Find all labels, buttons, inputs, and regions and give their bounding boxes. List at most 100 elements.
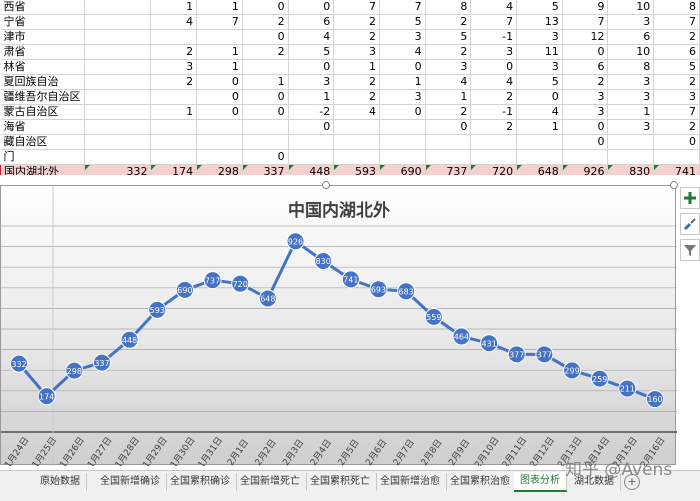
table-cell[interactable] <box>470 134 518 150</box>
table-row[interactable]: 国内湖北外 332 174 298 337 448 593 690 737 720 648 926 83… <box>0 164 700 175</box>
table-cell[interactable]: 2 <box>562 74 609 90</box>
table-cell[interactable] <box>84 74 152 90</box>
table-cell[interactable]: 0 <box>653 134 700 150</box>
table-cell[interactable]: 5 <box>288 44 335 60</box>
row-label[interactable]: 海省 <box>0 119 85 135</box>
sheet-tab[interactable]: 原始数据 <box>34 473 87 491</box>
table-cell[interactable]: 4 <box>425 74 472 90</box>
table-cell[interactable] <box>84 104 152 120</box>
table-cell[interactable]: 3 <box>516 29 563 45</box>
table-row[interactable]: 宁省 4 7 2 6 2 5 2 7 13 7 3 7 <box>0 14 700 30</box>
table-cell[interactable]: 4 <box>379 44 426 60</box>
table-cell[interactable]: 1 <box>242 74 289 90</box>
table-cell[interactable] <box>150 89 198 105</box>
table-cell[interactable]: 7 <box>653 14 700 30</box>
table-cell[interactable]: 4 <box>333 104 380 120</box>
table-cell[interactable] <box>242 59 289 75</box>
table-cell[interactable] <box>84 59 152 75</box>
table-cell[interactable] <box>516 149 563 165</box>
table-cell[interactable]: 0 <box>242 29 289 45</box>
table-cell[interactable] <box>84 44 152 60</box>
row-label[interactable]: 门 <box>0 149 85 165</box>
table-cell[interactable]: 0 <box>562 134 609 150</box>
table-cell[interactable]: 4 <box>288 29 335 45</box>
row-label[interactable]: 林省 <box>0 59 85 75</box>
table-cell[interactable] <box>150 134 198 150</box>
add-sheet-button[interactable]: + <box>624 474 640 490</box>
table-cell[interactable] <box>84 14 152 30</box>
row-label[interactable]: 肃省 <box>0 44 85 60</box>
sheet-tab[interactable]: 全国累积治愈 <box>444 473 517 491</box>
sheet-tab[interactable]: 全国新增确诊 <box>94 473 167 491</box>
table-cell[interactable] <box>379 149 426 165</box>
table-cell[interactable]: 3 <box>562 104 609 120</box>
table-cell[interactable]: 10 <box>607 44 655 60</box>
table-cell[interactable]: 5 <box>653 59 700 75</box>
table-cell[interactable]: 8 <box>607 59 655 75</box>
table-cell[interactable]: 3 <box>607 119 655 135</box>
table-cell[interactable]: 2 <box>425 44 472 60</box>
table-cell[interactable]: 174 <box>150 164 198 175</box>
table-row[interactable]: 疆维吾尔自治区 0 0 1 2 3 1 2 0 3 3 3 <box>0 89 700 105</box>
table-cell[interactable]: 1 <box>333 59 380 75</box>
table-cell[interactable]: 0 <box>425 119 472 135</box>
table-cell[interactable]: 7 <box>196 14 243 30</box>
sheet-tab[interactable]: 全国新增治愈 <box>374 473 447 491</box>
table-row[interactable]: 西省 1 1 0 0 7 7 8 4 5 9 10 8 <box>0 0 700 15</box>
table-cell[interactable] <box>470 149 518 165</box>
table-cell[interactable]: 3 <box>425 59 472 75</box>
table-cell[interactable] <box>288 134 335 150</box>
table-cell[interactable]: -2 <box>288 104 335 120</box>
table-cell[interactable]: 5 <box>425 29 472 45</box>
row-label[interactable]: 津市 <box>0 29 85 45</box>
table-cell[interactable]: 2 <box>425 104 472 120</box>
table-cell[interactable] <box>333 119 380 135</box>
table-cell[interactable] <box>333 134 380 150</box>
table-cell[interactable]: 0 <box>288 119 335 135</box>
table-cell[interactable]: 0 <box>516 89 563 105</box>
table-cell[interactable]: 337 <box>242 164 289 175</box>
table-cell[interactable]: 0 <box>242 89 289 105</box>
table-cell[interactable]: 1 <box>150 104 198 120</box>
table-cell[interactable]: 7 <box>379 0 426 15</box>
table-cell[interactable]: 1 <box>516 119 563 135</box>
table-cell[interactable] <box>84 149 152 165</box>
table-cell[interactable] <box>84 119 152 135</box>
table-cell[interactable]: 0 <box>288 59 335 75</box>
table-cell[interactable]: 3 <box>607 14 655 30</box>
table-row[interactable]: 夏回族自治 2 0 1 3 2 1 4 4 5 2 3 2 <box>0 74 700 90</box>
row-label[interactable]: 夏回族自治 <box>0 74 85 90</box>
table-cell[interactable] <box>196 119 243 135</box>
table-cell[interactable]: 2 <box>242 44 289 60</box>
table-cell[interactable]: 2 <box>150 44 198 60</box>
sheet-tab[interactable]: 全国累积确诊 <box>164 473 237 491</box>
table-cell[interactable]: 3 <box>150 59 198 75</box>
row-label[interactable]: 疆维吾尔自治区 <box>0 89 85 105</box>
table-cell[interactable]: 3 <box>562 89 609 105</box>
table-cell[interactable]: 2 <box>470 119 518 135</box>
table-cell[interactable] <box>562 149 609 165</box>
table-cell[interactable]: 2 <box>425 14 472 30</box>
table-cell[interactable] <box>150 149 198 165</box>
table-cell[interactable]: 1 <box>196 59 243 75</box>
table-row[interactable]: 蒙古自治区 1 0 0 -2 4 0 2 -1 4 3 1 7 <box>0 104 700 120</box>
table-cell[interactable]: 593 <box>333 164 380 175</box>
sheet-tab[interactable]: 全国新增死亡 <box>234 473 307 491</box>
table-cell[interactable]: 1 <box>425 89 472 105</box>
table-cell[interactable]: 0 <box>470 59 518 75</box>
table-cell[interactable]: 3 <box>470 44 518 60</box>
line-chart[interactable]: 中国内湖北外 332 174 298 337 448 593 690 737 720 648 926… <box>0 185 677 466</box>
table-cell[interactable]: 1 <box>196 44 243 60</box>
table-cell[interactable]: 1 <box>196 0 243 15</box>
table-cell[interactable]: 6 <box>562 59 609 75</box>
table-cell[interactable]: 7 <box>470 14 518 30</box>
table-row[interactable]: 海省 0 0 2 1 0 3 2 <box>0 119 700 135</box>
table-cell[interactable]: 4 <box>470 74 518 90</box>
table-cell[interactable]: 11 <box>516 44 563 60</box>
table-cell[interactable]: 1 <box>379 74 426 90</box>
table-cell[interactable] <box>333 149 380 165</box>
table-cell[interactable] <box>196 134 243 150</box>
data-table[interactable]: 西省 1 1 0 0 7 7 8 4 5 9 10 8 宁省 4 7 2 6 2 5 2 7 13 7 3 7 津市 0 4 2 3 5 -1 3… <box>0 0 700 175</box>
table-cell[interactable]: 6 <box>288 14 335 30</box>
